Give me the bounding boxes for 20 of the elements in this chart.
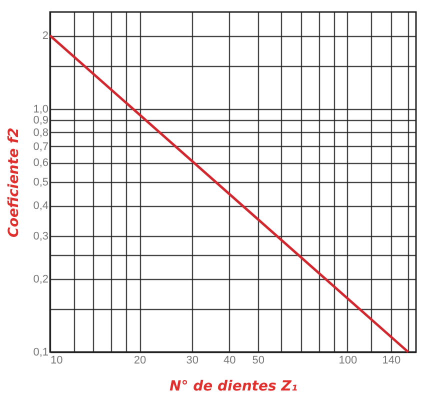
x-tick-label: 20 xyxy=(134,354,146,366)
x-tick-label: 10 xyxy=(50,354,63,366)
y-tick-label: 0,4 xyxy=(33,200,48,212)
y-tick-label: 0,1 xyxy=(33,346,48,358)
y-tick-label: 0,2 xyxy=(33,273,48,286)
y-tick-label: 0,9 xyxy=(33,114,48,126)
y-tick-label: 0,6 xyxy=(33,157,48,170)
y-tick-label: 0,8 xyxy=(33,126,48,139)
y-tick-label: 0,3 xyxy=(33,230,48,242)
x-axis-title: N° de dientes Z₁ xyxy=(170,378,298,394)
y-tick-label: 2 xyxy=(42,30,48,42)
y-axis-title: Coeficiente f2 xyxy=(6,128,22,238)
x-tick-label: 100 xyxy=(338,354,358,366)
y-tick-label: 1,0 xyxy=(33,103,48,116)
x-tick-label: 30 xyxy=(186,354,199,366)
x-tick-label: 50 xyxy=(252,354,265,366)
x-tick-label: 40 xyxy=(223,354,236,366)
y-tick-label: 0,5 xyxy=(33,176,48,188)
y-tick-label: 0,7 xyxy=(33,140,48,153)
x-tick-label: 140 xyxy=(382,354,401,366)
